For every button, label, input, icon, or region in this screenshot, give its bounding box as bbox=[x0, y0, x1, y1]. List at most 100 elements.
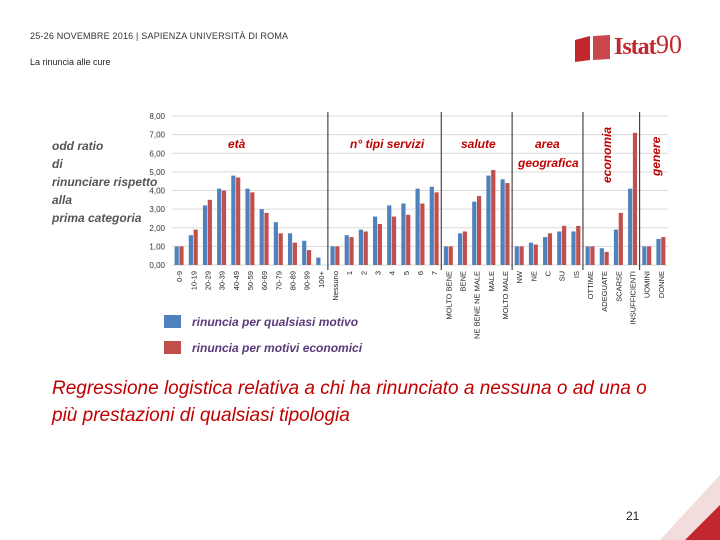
bar-series1 bbox=[287, 233, 293, 265]
page-number: 21 bbox=[626, 509, 640, 523]
x-tick-label: 40-49 bbox=[232, 271, 241, 290]
bar-series2 bbox=[193, 229, 198, 265]
bar-series2 bbox=[434, 192, 439, 265]
bar-series2 bbox=[377, 224, 382, 265]
bar-series2 bbox=[420, 203, 425, 265]
y-axis-description-line: di bbox=[52, 157, 63, 171]
group-label-salute: salute bbox=[461, 137, 496, 151]
bar-series2 bbox=[221, 190, 227, 265]
group-label-tipi-servizi: n° tipi servizi bbox=[350, 137, 425, 151]
x-tick-label: 1 bbox=[345, 271, 354, 275]
x-tick-label: 90-99 bbox=[303, 271, 312, 290]
bar-series2 bbox=[292, 242, 297, 265]
bar-series2 bbox=[448, 246, 453, 265]
legend-swatch-series1 bbox=[164, 315, 181, 328]
bar-series2 bbox=[576, 225, 581, 265]
bar-series1 bbox=[486, 175, 491, 265]
bar-series1 bbox=[571, 231, 576, 265]
group-labels: età n° tipi servizi salute area geografica ec… bbox=[228, 127, 663, 183]
x-tick-label: 5 bbox=[402, 271, 411, 275]
x-tick-label: IS bbox=[572, 271, 581, 278]
bar-series2 bbox=[179, 246, 184, 265]
y-axis-description-line: odd ratio bbox=[52, 139, 103, 153]
bar-series2 bbox=[505, 183, 510, 265]
x-tick-label: ADEGUATE bbox=[600, 271, 609, 312]
bar-series2 bbox=[618, 212, 623, 265]
bar-series2 bbox=[264, 212, 269, 265]
x-tick-label: SCARSE bbox=[614, 271, 623, 302]
bar-series1 bbox=[472, 201, 477, 265]
bar-series1 bbox=[344, 235, 349, 265]
legend-swatch-series2 bbox=[164, 341, 181, 354]
group-label-economia: economia bbox=[600, 127, 614, 183]
x-tick-label: 7 bbox=[430, 271, 439, 275]
bar-series1 bbox=[613, 229, 619, 265]
bar-series1 bbox=[429, 186, 434, 265]
bar-series1 bbox=[273, 222, 278, 265]
y-axis-description: odd ratio di rinunciare rispetto alla prima … bbox=[51, 139, 157, 225]
x-tick-label: SU bbox=[558, 271, 567, 281]
y-tick-label: 0,00 bbox=[149, 261, 165, 270]
y-axis-description-line: prima categoria bbox=[51, 211, 142, 225]
x-tick-label: Nessuno bbox=[331, 271, 340, 301]
bar-series1 bbox=[188, 235, 193, 265]
istat-logo-icon bbox=[575, 35, 610, 62]
bar-series1 bbox=[500, 179, 505, 265]
x-tick-label: 0-9 bbox=[175, 271, 184, 282]
bar-chart: odd ratio di rinunciare rispetto alla prima … bbox=[51, 112, 668, 355]
gridlines bbox=[172, 115, 668, 266]
y-axis-description-line: alla bbox=[52, 193, 72, 207]
bar-series1 bbox=[543, 237, 548, 265]
bar-series1 bbox=[528, 242, 534, 265]
x-tick-labels: 0-9 10-19 20-29 30-39 40-49 50-59 60-69 70-79 80… bbox=[175, 270, 666, 339]
legend-label-series1: rinuncia per qualsiasi motivo bbox=[192, 315, 358, 329]
bar-series1 bbox=[245, 188, 250, 265]
bar-series1 bbox=[415, 188, 420, 265]
x-tick-label: 2 bbox=[359, 271, 368, 275]
bars bbox=[174, 132, 666, 265]
bar-series1 bbox=[458, 233, 463, 265]
y-tick-label: 8,00 bbox=[149, 112, 165, 121]
bar-series1 bbox=[585, 246, 590, 265]
bar-series1 bbox=[599, 248, 604, 265]
slide-caption: Regressione logistica relativa a chi ha … bbox=[52, 378, 647, 426]
bar-series2 bbox=[491, 170, 496, 265]
bar-series2 bbox=[207, 199, 212, 265]
bar-series1 bbox=[628, 188, 633, 265]
x-tick-label: INSUFFICIENTI bbox=[629, 271, 638, 325]
bar-series1 bbox=[514, 246, 519, 265]
x-tick-label: 30-39 bbox=[218, 271, 227, 290]
bar-series1 bbox=[656, 238, 661, 265]
bar-series1 bbox=[231, 175, 236, 265]
bar-series1 bbox=[217, 188, 222, 265]
group-label-geografica: geografica bbox=[517, 156, 579, 170]
bar-series1 bbox=[372, 216, 378, 265]
group-label-genere: genere bbox=[649, 136, 663, 177]
x-tick-label: MOLTO BENE bbox=[444, 271, 453, 319]
x-tick-label: 4 bbox=[388, 271, 397, 275]
bar-series1 bbox=[443, 246, 449, 265]
bar-series2 bbox=[236, 177, 241, 265]
bar-series2 bbox=[476, 196, 482, 265]
bar-series1 bbox=[401, 203, 406, 265]
bar-series2 bbox=[406, 214, 411, 265]
bar-series2 bbox=[562, 225, 567, 265]
y-tick-label: 3,00 bbox=[149, 205, 165, 214]
x-tick-label: C bbox=[544, 270, 553, 276]
x-tick-label: OTTIME bbox=[586, 271, 595, 299]
logo-text: Istat bbox=[614, 34, 657, 60]
corner-decoration-icon bbox=[640, 450, 720, 540]
bar-series1 bbox=[259, 209, 264, 265]
x-tick-label: 50-59 bbox=[246, 271, 255, 290]
bar-series1 bbox=[642, 246, 647, 265]
x-tick-label: MALE bbox=[487, 271, 496, 291]
bar-series1 bbox=[174, 246, 179, 265]
x-tick-label: 70-79 bbox=[274, 271, 283, 290]
bar-series2 bbox=[519, 246, 524, 265]
x-tick-label: DONNE bbox=[657, 271, 666, 298]
y-tick-label: 2,00 bbox=[149, 224, 165, 233]
bar-series2 bbox=[391, 216, 397, 265]
x-tick-label: NE bbox=[529, 271, 538, 281]
bar-series2 bbox=[462, 231, 468, 265]
